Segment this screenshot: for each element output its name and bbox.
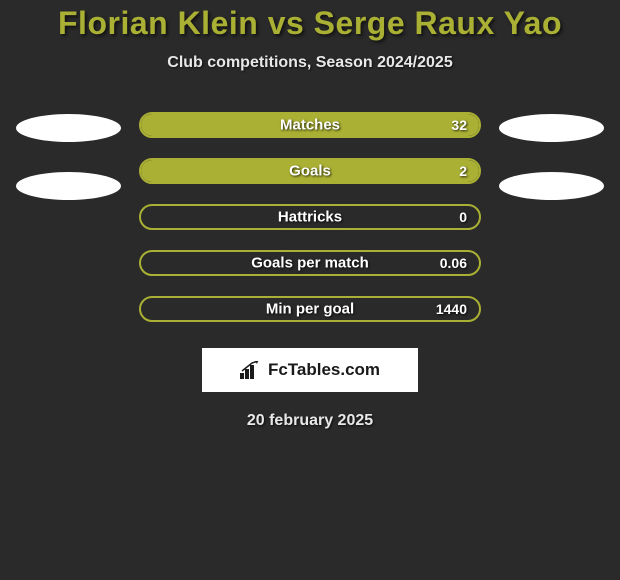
- chart-icon: [240, 361, 262, 379]
- logo-text: FcTables.com: [268, 360, 380, 380]
- stat-value: 0: [459, 209, 467, 225]
- player2-marker: [499, 114, 604, 142]
- right-ellipse-column: [499, 112, 604, 200]
- stat-value: 1440: [436, 301, 467, 317]
- stat-bar: Min per goal 1440: [139, 296, 481, 322]
- stat-label: Hattricks: [278, 209, 342, 226]
- subtitle: Club competitions, Season 2024/2025: [0, 54, 620, 72]
- stat-value: 32: [451, 117, 467, 133]
- stat-value: 0.06: [440, 255, 467, 271]
- stat-value: 2: [459, 163, 467, 179]
- player1-marker: [16, 114, 121, 142]
- stat-label: Min per goal: [266, 301, 354, 318]
- stat-bar: Matches 32: [139, 112, 481, 138]
- stat-bar: Hattricks 0: [139, 204, 481, 230]
- stat-label: Goals per match: [251, 255, 369, 272]
- stat-label: Goals: [289, 163, 331, 180]
- stat-label: Matches: [280, 117, 340, 134]
- stat-bar: Goals per match 0.06: [139, 250, 481, 276]
- player1-marker: [16, 172, 121, 200]
- fctables-logo[interactable]: FcTables.com: [202, 348, 418, 392]
- stats-area: Matches 32 Goals 2 Hattricks 0 Goals per match…: [0, 112, 620, 322]
- date-text: 20 february 2025: [0, 412, 620, 430]
- player2-marker: [499, 172, 604, 200]
- page-title: Florian Klein vs Serge Raux Yao: [0, 5, 620, 42]
- stat-bar: Goals 2: [139, 158, 481, 184]
- stat-bars: Matches 32 Goals 2 Hattricks 0 Goals per match…: [139, 112, 481, 322]
- left-ellipse-column: [16, 112, 121, 200]
